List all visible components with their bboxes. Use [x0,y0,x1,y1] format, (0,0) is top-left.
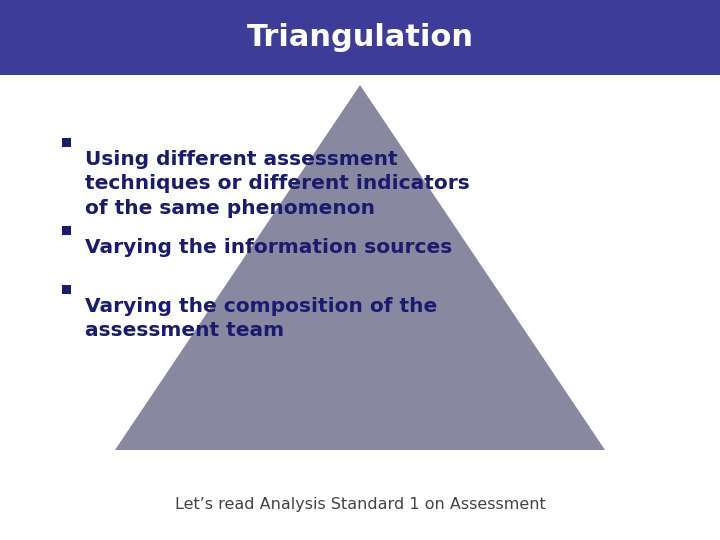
FancyBboxPatch shape [62,226,71,235]
FancyBboxPatch shape [0,0,720,75]
Text: Using different assessment
techniques or different indicators
of the same phenom: Using different assessment techniques or… [85,150,469,218]
FancyBboxPatch shape [62,138,71,147]
Polygon shape [115,85,605,450]
Text: Triangulation: Triangulation [246,23,474,52]
Text: Let’s read Analysis Standard 1 on Assessment: Let’s read Analysis Standard 1 on Assess… [175,497,545,512]
FancyBboxPatch shape [62,285,71,294]
Text: Varying the information sources: Varying the information sources [85,238,452,257]
Text: Varying the composition of the
assessment team: Varying the composition of the assessmen… [85,297,437,340]
